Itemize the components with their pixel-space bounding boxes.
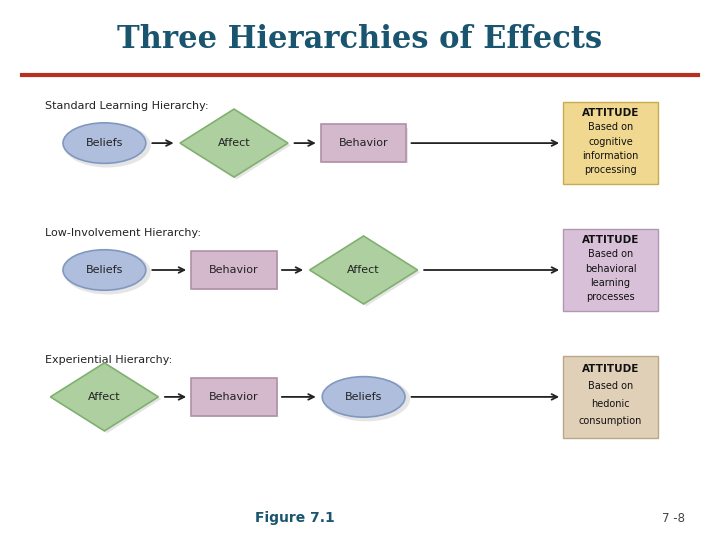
FancyBboxPatch shape xyxy=(569,233,658,311)
Text: processing: processing xyxy=(584,165,637,175)
FancyBboxPatch shape xyxy=(563,356,658,437)
Text: hedonic: hedonic xyxy=(591,399,630,409)
Ellipse shape xyxy=(323,377,405,417)
Polygon shape xyxy=(180,109,288,177)
Text: Beliefs: Beliefs xyxy=(86,265,123,275)
Text: processes: processes xyxy=(586,292,635,302)
FancyBboxPatch shape xyxy=(192,378,277,416)
Text: learning: learning xyxy=(590,278,631,288)
Text: Affect: Affect xyxy=(347,265,380,275)
Text: cognitive: cognitive xyxy=(588,137,633,147)
Text: ATTITUDE: ATTITUDE xyxy=(582,235,639,245)
FancyBboxPatch shape xyxy=(196,381,279,417)
Text: information: information xyxy=(582,151,639,161)
Text: Affect: Affect xyxy=(88,392,121,402)
Ellipse shape xyxy=(64,250,150,294)
Text: Based on: Based on xyxy=(588,249,633,259)
Text: Experiential Hierarchy:: Experiential Hierarchy: xyxy=(45,355,173,365)
FancyBboxPatch shape xyxy=(563,102,658,184)
FancyBboxPatch shape xyxy=(321,124,406,162)
Text: Based on: Based on xyxy=(588,123,633,132)
Text: ATTITUDE: ATTITUDE xyxy=(582,364,639,374)
Ellipse shape xyxy=(64,123,150,167)
Text: Beliefs: Beliefs xyxy=(86,138,123,148)
Text: Beliefs: Beliefs xyxy=(345,392,382,402)
Text: ATTITUDE: ATTITUDE xyxy=(582,108,639,118)
Text: Low-Involvement Hierarchy:: Low-Involvement Hierarchy: xyxy=(45,228,202,238)
FancyBboxPatch shape xyxy=(192,252,277,288)
Polygon shape xyxy=(312,238,420,306)
Text: Based on: Based on xyxy=(588,381,633,391)
Polygon shape xyxy=(183,111,291,179)
FancyBboxPatch shape xyxy=(563,229,658,311)
Text: 7 -8: 7 -8 xyxy=(662,512,685,525)
Text: Behavior: Behavior xyxy=(339,138,388,148)
Ellipse shape xyxy=(323,377,410,421)
Text: behavioral: behavioral xyxy=(585,264,636,274)
Text: Behavior: Behavior xyxy=(210,265,258,275)
FancyBboxPatch shape xyxy=(569,360,658,438)
FancyBboxPatch shape xyxy=(325,127,408,163)
Text: consumption: consumption xyxy=(579,416,642,426)
FancyBboxPatch shape xyxy=(196,255,279,289)
Polygon shape xyxy=(53,365,161,433)
Text: Standard Learning Hierarchy:: Standard Learning Hierarchy: xyxy=(45,102,209,111)
FancyBboxPatch shape xyxy=(569,106,658,185)
Text: Three Hierarchies of Effects: Three Hierarchies of Effects xyxy=(117,24,603,56)
Polygon shape xyxy=(50,363,158,431)
Ellipse shape xyxy=(63,123,145,163)
Text: Behavior: Behavior xyxy=(210,392,258,402)
Text: Figure 7.1: Figure 7.1 xyxy=(256,511,335,525)
Ellipse shape xyxy=(63,249,145,291)
Text: Affect: Affect xyxy=(217,138,251,148)
Polygon shape xyxy=(310,236,418,304)
